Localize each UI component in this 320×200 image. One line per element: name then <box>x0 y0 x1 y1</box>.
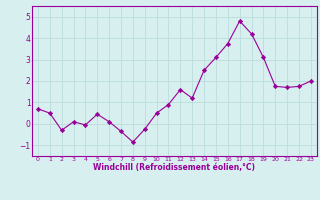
X-axis label: Windchill (Refroidissement éolien,°C): Windchill (Refroidissement éolien,°C) <box>93 163 255 172</box>
